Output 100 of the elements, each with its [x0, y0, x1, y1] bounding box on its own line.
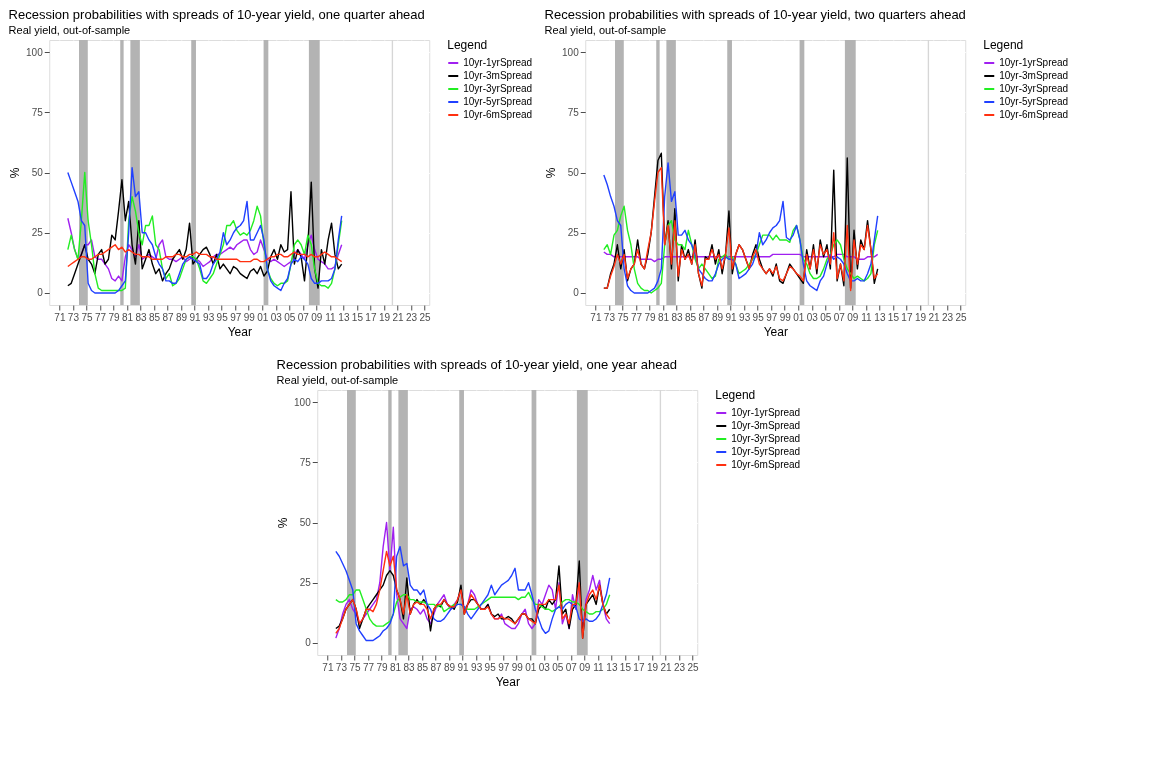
y-tick-label: 50 [567, 167, 580, 178]
line-series [335, 589, 611, 627]
x-tick-label: 09 [847, 311, 859, 323]
legend-label: 10yr-3mSpread [999, 70, 1069, 81]
x-tick-label: 15 [887, 311, 900, 323]
x-tick-label: 11 [861, 311, 872, 323]
x-tick-label: 81 [389, 661, 402, 673]
x-tick-label: 17 [365, 311, 377, 323]
x-tick-label: 25 [687, 661, 700, 673]
x-tick-label: 07 [565, 661, 578, 673]
legend-label: 10yr-3yrSpread [731, 433, 801, 444]
legend-label: 10yr-3yrSpread [999, 83, 1069, 94]
y-axis-title: % [544, 167, 559, 179]
x-tick-label: 81 [657, 311, 670, 323]
legend-label: 10yr-1yrSpread [999, 57, 1069, 68]
x-tick-label: 95 [216, 311, 229, 323]
x-tick-label: 03 [806, 311, 819, 323]
y-tick-label: 25 [31, 227, 44, 239]
x-tick-label: 79 [376, 661, 388, 673]
legend-label: 10yr-1yrSpread [731, 407, 801, 418]
legend-title: Legend [715, 388, 756, 402]
x-tick-label: 75 [617, 311, 629, 323]
x-tick-label: 17 [633, 661, 645, 673]
x-tick-label: 23 [941, 311, 954, 323]
x-tick-label: 91 [457, 661, 470, 673]
legend-label: 10yr-3mSpread [463, 70, 533, 81]
x-tick-label: 77 [630, 311, 643, 323]
y-tick-label: 50 [31, 167, 44, 178]
x-tick-label: 03 [270, 311, 283, 323]
x-tick-label: 87 [698, 311, 711, 323]
x-tick-label: 85 [416, 661, 429, 673]
legend-label: 10yr-6mSpread [731, 459, 801, 470]
x-tick-label: 07 [833, 311, 846, 323]
y-tick-label: 25 [299, 577, 312, 589]
x-tick-label: 79 [644, 311, 656, 323]
y-tick-label: 75 [567, 106, 580, 118]
x-tick-label: 89 [712, 311, 724, 323]
legend-label: 10yr-3yrSpread [463, 83, 533, 94]
x-tick-label: 07 [297, 311, 310, 323]
line-series [67, 217, 343, 282]
x-tick-label: 21 [660, 661, 672, 673]
x-tick-label: 03 [538, 661, 551, 673]
x-tick-label: 91 [189, 311, 202, 323]
legend-label: 10yr-5yrSpread [999, 96, 1069, 107]
x-tick-label: 19 [378, 311, 391, 323]
x-tick-label: 21 [392, 311, 404, 323]
x-tick-label: 71 [54, 311, 66, 323]
x-tick-label: 95 [484, 661, 497, 673]
line-series [603, 205, 879, 294]
y-axis-title: % [276, 517, 291, 529]
x-tick-label: 71 [590, 311, 602, 323]
y-tick-label: 100 [26, 46, 44, 58]
x-tick-label: 23 [405, 311, 418, 323]
x-tick-label: 83 [403, 661, 416, 673]
x-tick-label: 13 [874, 311, 886, 323]
x-tick-label: 99 [779, 311, 792, 323]
x-axis-title: Year [227, 324, 252, 339]
chart-title: Recession probabilities with spreads of 10-year yield, one year ahead [276, 357, 677, 372]
x-tick-label: 93 [203, 311, 215, 323]
legend-label: 10yr-5yrSpread [463, 96, 533, 107]
x-tick-label: 01 [525, 661, 537, 673]
x-tick-label: 71 [322, 661, 334, 673]
y-tick-label: 75 [31, 106, 44, 118]
x-tick-label: 97 [230, 311, 242, 323]
x-tick-label: 81 [121, 311, 134, 323]
y-tick-label: 100 [562, 46, 580, 58]
x-tick-label: 09 [579, 661, 591, 673]
legend-label: 10yr-1yrSpread [463, 57, 533, 68]
x-tick-label: 91 [725, 311, 738, 323]
y-tick-label: 0 [573, 287, 580, 299]
x-tick-label: 01 [257, 311, 269, 323]
x-tick-label: 15 [351, 311, 364, 323]
x-tick-label: 87 [430, 661, 443, 673]
y-axis-title: % [8, 167, 23, 179]
x-tick-label: 79 [108, 311, 120, 323]
y-tick-label: 0 [305, 637, 312, 649]
x-axis-title: Year [495, 674, 520, 689]
x-tick-label: 97 [498, 661, 510, 673]
line-series [603, 251, 879, 263]
x-tick-label: 73 [335, 661, 348, 673]
x-tick-label: 83 [135, 311, 148, 323]
x-tick-label: 85 [148, 311, 161, 323]
x-tick-label: 87 [162, 311, 175, 323]
x-tick-label: 25 [419, 311, 432, 323]
chart-subtitle: Real yield, out-of-sample [8, 24, 131, 36]
x-tick-label: 23 [673, 661, 686, 673]
legend-title: Legend [983, 38, 1024, 52]
x-tick-label: 09 [311, 311, 323, 323]
chart-subtitle: Real yield, out-of-sample [544, 24, 667, 36]
x-tick-label: 21 [928, 311, 940, 323]
x-tick-label: 75 [81, 311, 93, 323]
x-tick-label: 05 [820, 311, 832, 323]
x-tick-label: 01 [793, 311, 805, 323]
x-tick-label: 99 [243, 311, 256, 323]
line-series [67, 244, 343, 268]
y-tick-label: 75 [299, 456, 312, 468]
x-tick-label: 75 [349, 661, 361, 673]
y-tick-label: 25 [567, 227, 580, 239]
x-tick-label: 77 [362, 661, 375, 673]
legend-label: 10yr-5yrSpread [731, 446, 801, 457]
